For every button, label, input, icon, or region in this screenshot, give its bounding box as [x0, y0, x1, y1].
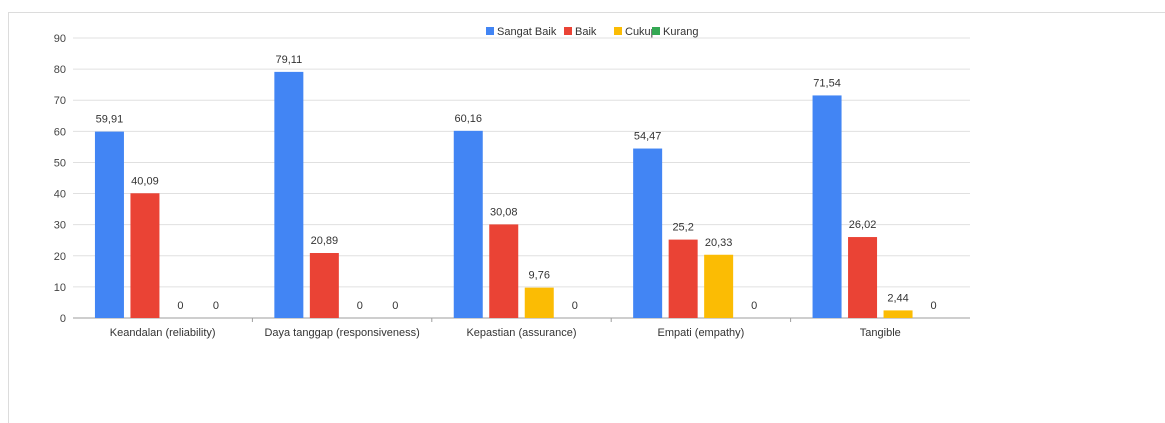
x-tick-label: Empati (empathy) — [657, 327, 744, 339]
bar — [704, 254, 734, 318]
data-label: 60,16 — [454, 113, 482, 125]
data-label: 0 — [572, 300, 578, 312]
x-tick-label: Daya tanggap (responsiveness) — [264, 327, 419, 339]
legend-item: Sangat Baik — [486, 26, 557, 38]
y-tick-label: 10 — [54, 282, 66, 294]
data-label: 0 — [751, 300, 757, 312]
x-tick-label: Kepastian (assurance) — [466, 327, 576, 339]
legend-label: Sangat Baik — [497, 26, 557, 38]
legend-item: Baik — [564, 26, 597, 38]
bars: 59,91 40,09 0 0 79,11 20,89 0 0 60,16 30,08 9,76 0 5… — [94, 54, 937, 318]
legend-swatch — [486, 27, 494, 35]
y-tick-label: 70 — [54, 95, 66, 107]
x-tick-label: Tangible — [860, 327, 901, 339]
bar — [883, 310, 913, 318]
data-label: 2,44 — [887, 292, 908, 304]
bar — [274, 71, 304, 318]
data-label: 20,89 — [311, 235, 339, 247]
data-label: 9,76 — [529, 270, 550, 282]
y-tick-label: 90 — [54, 33, 66, 45]
data-label: 79,11 — [275, 54, 302, 66]
y-tick-label: 20 — [54, 251, 66, 263]
legend-swatch — [614, 27, 622, 35]
bar — [848, 237, 878, 318]
data-label: 30,08 — [490, 206, 518, 218]
data-label: 0 — [177, 300, 183, 312]
legend-item: Kurang — [652, 26, 698, 38]
bar — [94, 131, 124, 318]
data-label: 54,47 — [634, 131, 662, 143]
y-tick-label: 30 — [54, 220, 66, 232]
x-tick-label: Keandalan (reliability) — [110, 327, 216, 339]
y-tick-label: 50 — [54, 157, 66, 169]
bar — [812, 95, 842, 318]
legend-label: Cukup — [625, 26, 657, 38]
bar — [633, 148, 663, 318]
x-axis: Keandalan (reliability) Daya tanggap (res… — [110, 318, 901, 339]
y-tick-label: 40 — [54, 189, 66, 201]
data-label: 40,09 — [131, 175, 159, 187]
y-axis: 0 10 20 30 40 50 60 70 80 90 — [54, 33, 66, 325]
data-label: 0 — [392, 300, 398, 312]
bar — [453, 130, 483, 318]
bar — [309, 253, 339, 318]
legend-label: Kurang — [663, 26, 698, 38]
bar — [489, 224, 519, 318]
bar — [524, 287, 554, 318]
legend-swatch — [564, 27, 572, 35]
y-tick-label: 60 — [54, 126, 66, 138]
data-label: 26,02 — [849, 219, 877, 231]
legend-label: Baik — [575, 26, 597, 38]
data-label: 0 — [213, 300, 219, 312]
data-label: 0 — [357, 300, 363, 312]
data-label: 71,54 — [813, 77, 841, 89]
data-label: 25,2 — [672, 222, 693, 234]
legend: Sangat Baik Baik Cukup Kurang — [486, 26, 698, 38]
legend-item: Cukup — [614, 26, 657, 38]
data-label: 20,33 — [705, 237, 733, 249]
bar — [668, 239, 698, 318]
chart-frame — [8, 12, 1165, 423]
bar — [130, 193, 160, 318]
data-label: 59,91 — [96, 114, 124, 126]
y-tick-label: 80 — [54, 64, 66, 76]
y-tick-label: 0 — [60, 313, 66, 325]
data-label: 0 — [930, 300, 936, 312]
legend-swatch — [652, 27, 660, 35]
